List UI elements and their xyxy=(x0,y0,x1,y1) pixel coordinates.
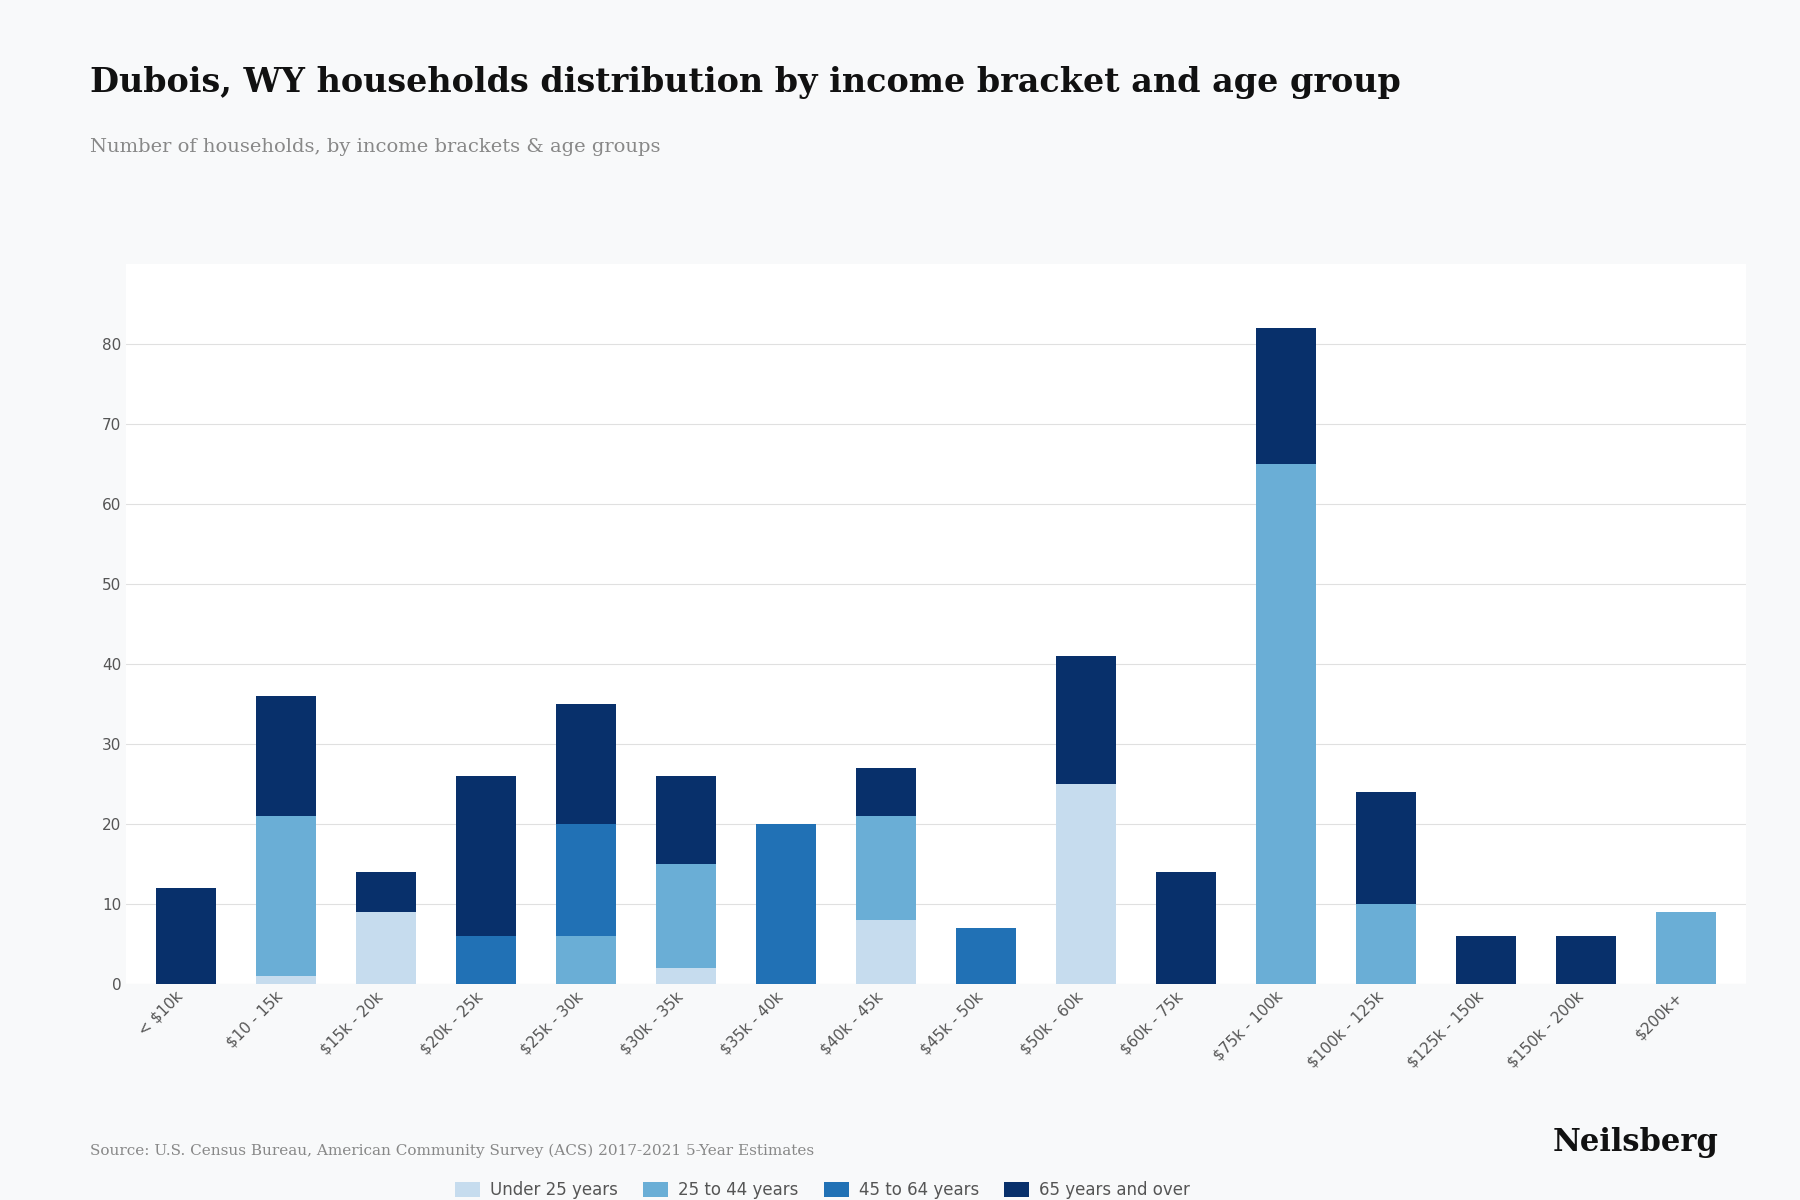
Bar xyxy=(1555,936,1616,984)
Bar xyxy=(256,976,317,984)
Bar xyxy=(1355,792,1417,904)
Bar xyxy=(857,768,916,816)
Bar xyxy=(157,888,216,984)
Text: Neilsberg: Neilsberg xyxy=(1553,1127,1719,1158)
Text: Source: U.S. Census Bureau, American Community Survey (ACS) 2017-2021 5-Year Est: Source: U.S. Census Bureau, American Com… xyxy=(90,1144,814,1158)
Bar xyxy=(1057,656,1116,784)
Bar xyxy=(556,704,616,824)
Bar xyxy=(356,872,416,912)
Bar xyxy=(1156,872,1217,984)
Bar xyxy=(455,936,517,984)
Bar xyxy=(857,816,916,920)
Bar xyxy=(756,824,815,984)
Bar xyxy=(256,696,317,816)
Bar xyxy=(1256,328,1316,464)
Bar xyxy=(857,920,916,984)
Legend: Under 25 years, 25 to 44 years, 45 to 64 years, 65 years and over: Under 25 years, 25 to 44 years, 45 to 64… xyxy=(448,1175,1197,1200)
Bar xyxy=(1456,936,1516,984)
Bar xyxy=(1057,784,1116,984)
Text: Dubois, WY households distribution by income bracket and age group: Dubois, WY households distribution by in… xyxy=(90,66,1400,98)
Bar xyxy=(1355,904,1417,984)
Bar xyxy=(1256,464,1316,984)
Bar xyxy=(655,864,716,968)
Bar xyxy=(455,776,517,936)
Bar xyxy=(356,912,416,984)
Text: Number of households, by income brackets & age groups: Number of households, by income brackets… xyxy=(90,138,661,156)
Bar xyxy=(256,816,317,976)
Bar xyxy=(556,936,616,984)
Bar xyxy=(556,824,616,936)
Bar xyxy=(655,776,716,864)
Bar xyxy=(1656,912,1715,984)
Bar xyxy=(956,928,1015,984)
Bar xyxy=(655,968,716,984)
